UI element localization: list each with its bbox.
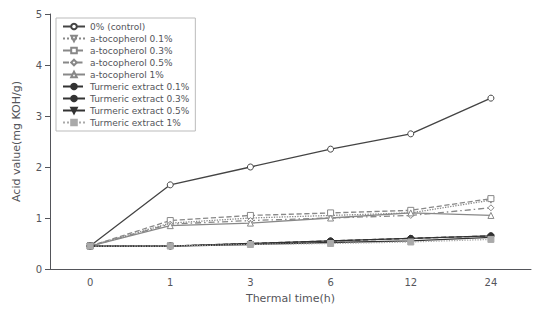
svg-text:1: 1 <box>36 213 42 224</box>
svg-text:12: 12 <box>404 277 417 288</box>
svg-text:a-tocopherol 1%: a-tocopherol 1% <box>90 70 164 80</box>
svg-text:a-tocopherol 0.3%: a-tocopherol 0.3% <box>90 46 173 56</box>
svg-text:Turmeric extract 0.1%: Turmeric extract 0.1% <box>89 82 190 92</box>
svg-text:6: 6 <box>327 277 333 288</box>
svg-text:a-tocopherol 0.1%: a-tocopherol 0.1% <box>90 34 173 44</box>
svg-text:0: 0 <box>36 264 42 275</box>
svg-text:5: 5 <box>36 9 42 20</box>
svg-text:3: 3 <box>36 111 42 122</box>
svg-text:Thermal time(h): Thermal time(h) <box>245 292 335 305</box>
svg-text:a-tocopherol 0.5%: a-tocopherol 0.5% <box>90 58 173 68</box>
svg-text:2: 2 <box>36 162 42 173</box>
svg-text:Turmeric extract 0.5%: Turmeric extract 0.5% <box>89 106 190 116</box>
svg-text:4: 4 <box>36 60 42 71</box>
svg-text:Acid value(mg KOH/g): Acid value(mg KOH/g) <box>10 81 23 202</box>
svg-text:24: 24 <box>485 277 498 288</box>
svg-text:3: 3 <box>247 277 253 288</box>
svg-text:Turmeric extract 1%: Turmeric extract 1% <box>89 118 181 128</box>
svg-text:1: 1 <box>167 277 173 288</box>
svg-text:0: 0 <box>87 277 93 288</box>
svg-text:Turmeric extract 0.3%: Turmeric extract 0.3% <box>89 94 190 104</box>
svg-text:0% (control): 0% (control) <box>90 22 145 32</box>
